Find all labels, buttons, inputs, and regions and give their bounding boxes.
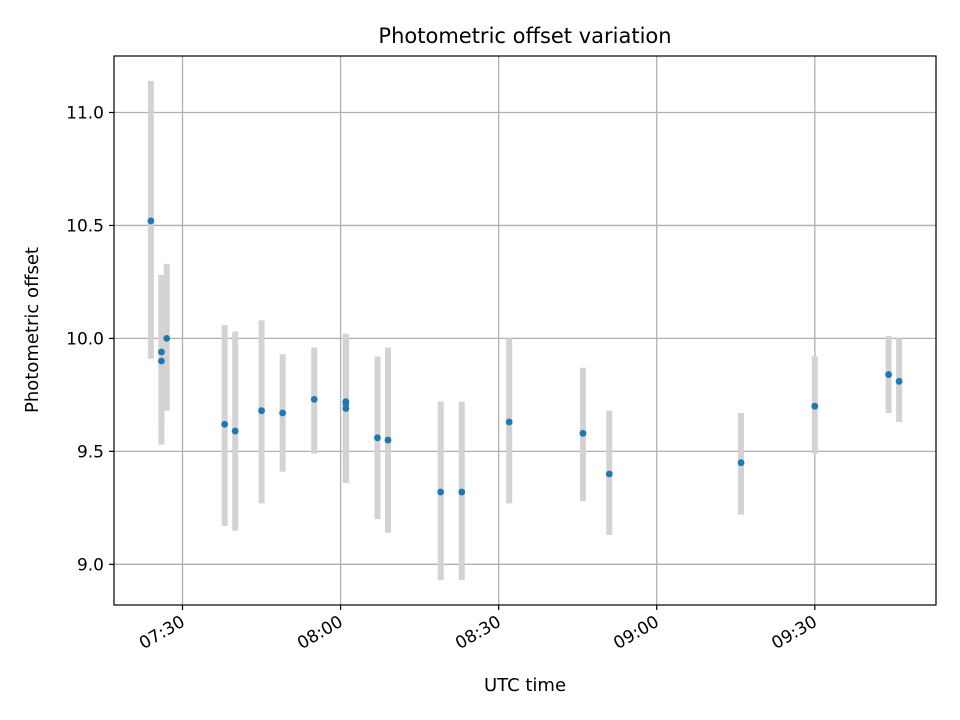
- y-axis-label: Photometric offset: [22, 247, 43, 413]
- data-point: [737, 459, 745, 467]
- data-point: [221, 420, 229, 428]
- data-point: [579, 429, 587, 437]
- data-point: [342, 405, 350, 412]
- data-point: [374, 434, 381, 442]
- y-tick-label: 9.5: [77, 442, 104, 462]
- data-point: [310, 396, 318, 403]
- data-point: [158, 348, 165, 356]
- grid-lines: [114, 56, 936, 605]
- data-point: [811, 402, 819, 410]
- plot-area-frame: [113, 55, 937, 606]
- data-point: [885, 371, 892, 378]
- y-tick-label: 9.0: [77, 555, 104, 575]
- y-tick-label: 10.0: [66, 329, 104, 349]
- data-point: [458, 488, 466, 496]
- data-point: [505, 418, 513, 426]
- data-points: [147, 217, 903, 496]
- chart-title: Photometric offset variation: [378, 24, 671, 48]
- data-point: [163, 335, 171, 342]
- data-point: [231, 427, 239, 435]
- data-point: [605, 470, 613, 478]
- data-point: [158, 357, 165, 365]
- data-point: [147, 217, 155, 225]
- data-point: [258, 407, 265, 415]
- data-point: [895, 377, 903, 385]
- y-tick-label: 11.0: [66, 103, 104, 123]
- data-point: [279, 409, 287, 417]
- x-axis-label: UTC time: [484, 675, 566, 696]
- data-point: [342, 398, 350, 406]
- y-tick-label: 10.5: [66, 216, 104, 236]
- data-point: [437, 488, 445, 496]
- data-point: [384, 436, 392, 444]
